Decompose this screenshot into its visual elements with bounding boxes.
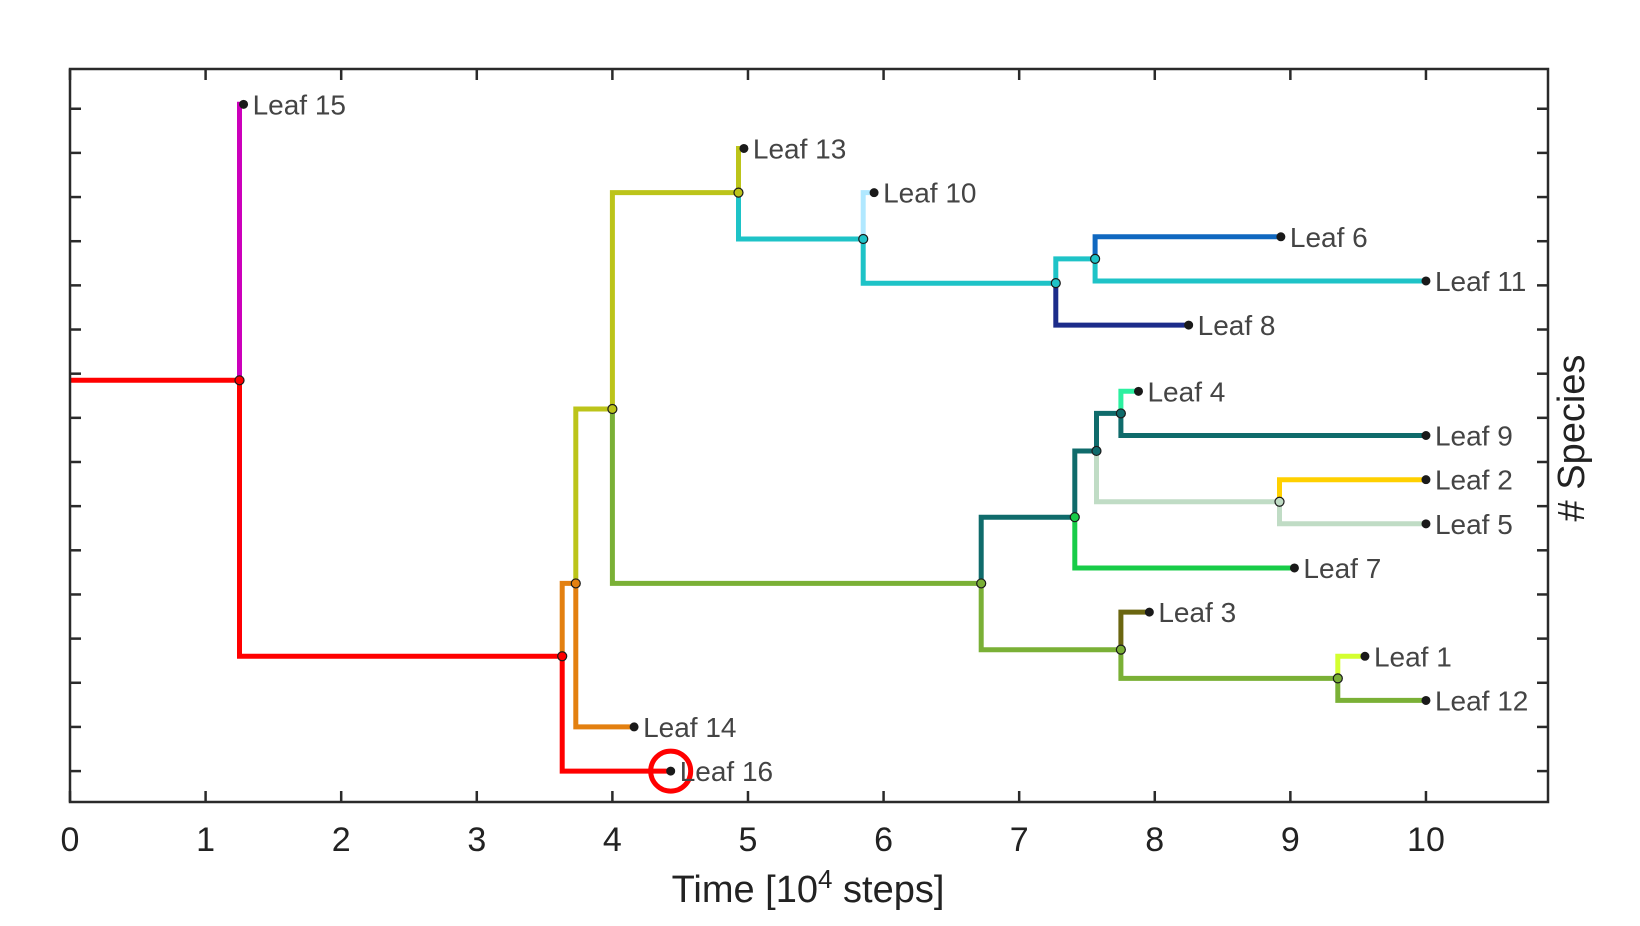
- branch-node-5: [733, 187, 744, 198]
- leaf-7-marker: [1289, 563, 1299, 573]
- leaf-8-marker: [1184, 320, 1194, 330]
- leaf-5-label: Leaf 5: [1435, 509, 1513, 540]
- leaf-10-marker: [869, 188, 879, 198]
- branch-line-22: [1118, 413, 1426, 438]
- branch-line-9: [736, 146, 744, 193]
- x-tick-label-5: 5: [739, 821, 758, 859]
- branch-node-14: [1115, 644, 1126, 655]
- branch-line-27: [978, 583, 1121, 653]
- leaf-2-marker: [1421, 475, 1431, 485]
- x-tick-label-10: 10: [1407, 821, 1445, 859]
- branch-line-29: [1118, 649, 1338, 681]
- branches-group: [70, 101, 1426, 774]
- branch-line-20: [1094, 410, 1121, 451]
- branch-node-12: [1115, 408, 1126, 419]
- leaf-5-marker: [1421, 519, 1431, 529]
- leaf-12-label: Leaf 12: [1435, 685, 1528, 716]
- branch-line-31: [1335, 678, 1426, 703]
- leaf-16-label: Leaf 16: [680, 756, 773, 787]
- leaf-9-marker: [1421, 431, 1431, 440]
- branch-line-12: [860, 239, 1056, 286]
- branch-line-7: [573, 406, 613, 584]
- branch-line-18: [978, 514, 1075, 584]
- branch-line-30: [1335, 653, 1365, 679]
- y-axis-title: # Species: [1551, 355, 1593, 522]
- branch-line-28: [1118, 609, 1150, 650]
- branch-line-16: [1053, 283, 1189, 328]
- leaf-10-label: Leaf 10: [883, 178, 976, 209]
- leaf-1-label: Leaf 1: [1374, 641, 1452, 672]
- branch-line-19: [1072, 448, 1097, 518]
- x-tick-label-2: 2: [332, 821, 351, 859]
- x-axis-title: Time [104 steps]: [672, 864, 945, 911]
- leaf-6-label: Leaf 6: [1290, 222, 1368, 253]
- branch-node-7: [1050, 278, 1061, 289]
- leaves-group: Leaf 15 Leaf 13 Leaf 10 Leaf 6 Leaf 11 Leaf 8…: [239, 89, 1528, 794]
- branch-node-11: [1091, 445, 1102, 457]
- branch-line-21: [1118, 388, 1139, 414]
- branch-line-11: [860, 190, 875, 239]
- branch-node-3: [570, 578, 581, 589]
- x-tick-label-8: 8: [1145, 821, 1164, 859]
- leaf-14-marker: [629, 722, 639, 732]
- branch-node-1: [234, 375, 245, 386]
- plot-frame: [68, 67, 1550, 804]
- x-tick-label-6: 6: [874, 821, 893, 859]
- branch-node-9: [976, 578, 987, 589]
- nodes-group: [234, 187, 1343, 684]
- branch-line-4: [559, 656, 671, 774]
- branch-line-10: [736, 192, 864, 242]
- leaf-2-label: Leaf 2: [1435, 465, 1513, 496]
- leaf-6-marker: [1276, 232, 1286, 242]
- branch-node-2: [557, 651, 568, 662]
- x-tick-label-7: 7: [1010, 821, 1029, 859]
- leaf-9-label: Leaf 9: [1435, 421, 1513, 452]
- branch-line-25: [1277, 501, 1426, 527]
- leaf-13-label: Leaf 13: [753, 133, 846, 164]
- branch-node-6: [858, 233, 869, 245]
- leaf-4-label: Leaf 4: [1147, 376, 1225, 407]
- branch-line-13: [1053, 256, 1096, 284]
- branch-line-14: [1092, 234, 1281, 259]
- leaf-14-label: Leaf 14: [643, 712, 736, 743]
- highlight-ring: [648, 748, 694, 794]
- branch-line-8: [609, 190, 739, 409]
- branch-line-6: [573, 583, 635, 730]
- leaf-15-label: Leaf 15: [253, 89, 346, 120]
- y-axis-ticks: [70, 107, 1548, 773]
- x-tick-label-4: 4: [603, 821, 622, 859]
- leaf-12-marker: [1421, 695, 1431, 705]
- leaf-3-marker: [1144, 607, 1154, 617]
- branch-line-23: [1094, 451, 1280, 505]
- leaf-15-marker: [239, 99, 249, 109]
- branch-line-15: [1092, 258, 1426, 284]
- leaf-3-label: Leaf 3: [1158, 597, 1236, 628]
- branch-node-4: [607, 403, 618, 415]
- branch-line-2: [237, 101, 244, 381]
- x-tick-label-1: 1: [196, 821, 215, 859]
- branch-node-8: [1090, 253, 1101, 264]
- x-tick-label-3: 3: [467, 821, 486, 859]
- leaf-11-label: Leaf 11: [1435, 266, 1526, 297]
- x-tick-label-0: 0: [61, 821, 80, 859]
- branch-node-10: [1069, 512, 1080, 523]
- branch-line-24: [1277, 477, 1426, 502]
- leaf-16-marker: [666, 766, 676, 776]
- leaf-13-marker: [739, 143, 749, 153]
- branch-line-17: [609, 409, 982, 586]
- leaf-8-label: Leaf 8: [1198, 310, 1276, 341]
- leaf-7-label: Leaf 7: [1303, 553, 1381, 584]
- branch-node-15: [1332, 673, 1343, 684]
- x-tick-label-9: 9: [1281, 821, 1300, 859]
- leaf-1-marker: [1360, 651, 1370, 661]
- x-axis-ticks: 0 1 2 3 4 5 6 7 8 9 10: [61, 69, 1445, 859]
- branch-node-13: [1274, 496, 1285, 507]
- leaf-4-marker: [1133, 386, 1143, 396]
- branch-line-3: [237, 380, 563, 659]
- axes-box: [68, 67, 1550, 804]
- leaf-11-marker: [1421, 276, 1431, 286]
- branch-line-26: [1072, 517, 1295, 571]
